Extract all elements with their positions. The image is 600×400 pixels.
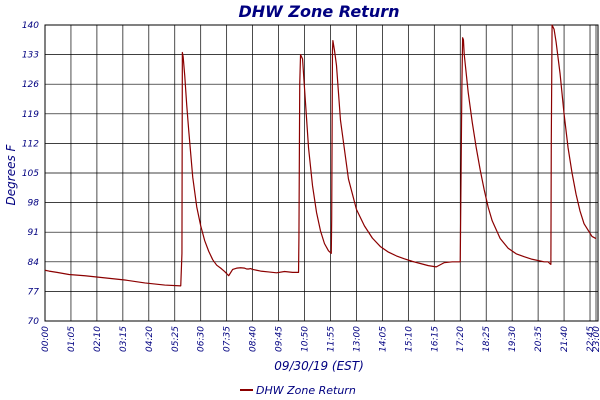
x-axis-ticks: 00:00 01:05 02:10 03:15 04:20 05:25 06:30 07:35… — [41, 326, 600, 352]
y-tick-label: 112 — [22, 139, 39, 149]
x-tick-label: 01:05 — [67, 326, 77, 352]
y-tick-label: 77 — [28, 287, 40, 297]
y-tick-label: 70 — [28, 317, 40, 327]
plot-border — [44, 24, 599, 322]
x-tick-label: 13:00 — [352, 326, 362, 352]
y-axis-label: Degrees F — [4, 143, 18, 205]
x-tick-label: 09:45 — [275, 326, 285, 352]
y-tick-label: 133 — [22, 51, 39, 61]
x-tick-label: 02:10 — [93, 326, 103, 352]
y-tick-label: 119 — [22, 110, 39, 120]
x-tick-label: 08:40 — [249, 326, 259, 352]
y-tick-label: 91 — [28, 228, 39, 238]
x-tick-label: 14:05 — [378, 326, 388, 352]
legend-label: DHW Zone Return — [256, 384, 356, 397]
x-tick-label: 00:00 — [41, 326, 51, 352]
x-tick-label: 03:15 — [119, 326, 129, 352]
y-tick-label: 98 — [28, 199, 40, 209]
x-tick-label: 06:30 — [197, 326, 207, 352]
y-tick-label: 140 — [22, 21, 39, 31]
x-tick-label: 10:50 — [301, 326, 311, 352]
x-tick-label: 05:25 — [171, 326, 181, 352]
y-tick-label: 84 — [28, 258, 40, 268]
series-layer — [44, 24, 597, 287]
x-tick-label: 18:25 — [482, 326, 492, 352]
x-tick-label: 22:45 — [586, 326, 596, 352]
chart-title: DHW Zone Return — [239, 2, 400, 21]
x-tick-label: 21:40 — [560, 326, 570, 352]
x-tick-label: 11:55 — [326, 326, 336, 352]
x-tick-label: 16:15 — [430, 326, 440, 352]
x-tick-label: 20:35 — [534, 326, 544, 352]
y-axis-ticks: 70 77 84 91 98 105 112 119 126 133 140 — [22, 21, 39, 327]
legend: DHW Zone Return — [240, 384, 356, 397]
y-tick-label: 105 — [22, 169, 39, 179]
x-tick-label: 07:35 — [223, 326, 233, 352]
series-line — [44, 24, 597, 287]
x-tick-label: 23:00 — [592, 326, 600, 352]
y-tick-label: 126 — [22, 80, 39, 90]
x-tick-label: 17:20 — [456, 326, 466, 352]
x-tick-label: 04:20 — [145, 326, 155, 352]
x-axis-label: 09/30/19 (EST) — [274, 359, 364, 373]
x-tick-label: 19:30 — [508, 326, 518, 352]
x-tick-label: 15:10 — [404, 326, 414, 352]
